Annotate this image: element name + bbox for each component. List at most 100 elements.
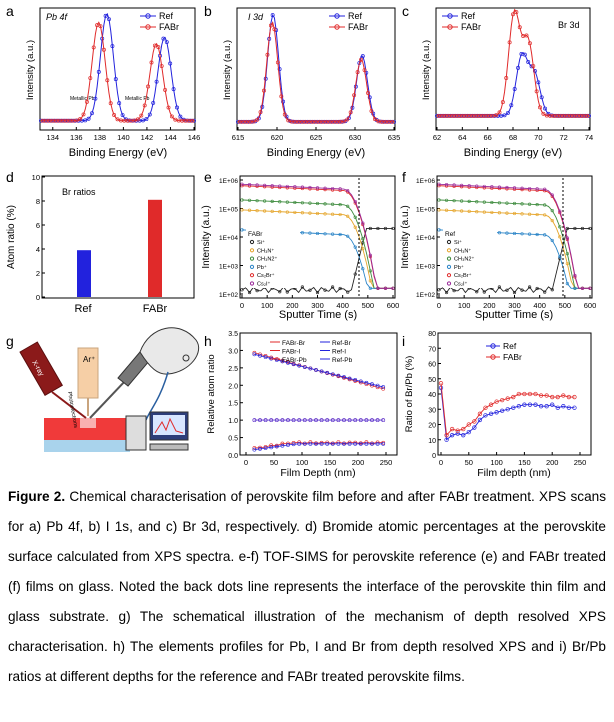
panel-d-label: Br ratios [62,187,96,197]
depth-profile-point [286,360,290,365]
h-legend-label: Ref-Pb [332,357,353,364]
sims-point [255,183,259,187]
panel-f-xticks: 0 100 200 300 400 500 600 [437,295,596,310]
ratio-point [477,411,483,416]
ratio-point [527,391,533,397]
panel-a-letter: a [6,3,14,19]
panel-h: h 0.0 0.5 1.0 1.5 2.0 2.5 3.0 3.5 0 50 100 150 200 2… [204,331,398,478]
x-tick-label: 150 [324,458,337,467]
sims-line [438,209,590,289]
panel-a-annotation-1: Metallic Pb [70,96,95,102]
ratio-point [461,426,466,432]
sims-point [460,183,464,187]
sims-point [338,232,342,237]
y-tick-label: 1E+03 [219,264,238,271]
sims-point [338,202,342,207]
panel-i-legend: Ref FABr [486,341,522,362]
depth-profile-point [291,418,296,423]
x-tick-label: 100 [296,458,309,467]
sims-point [308,185,312,190]
sims-point [278,290,282,294]
panel-f-legend: Ref Si⁺CH₃N⁺ CH₃N2⁺Pb⁺Cs₂Br⁺ Cs₂I⁺ [443,226,497,288]
depth-profile-point [381,385,386,389]
depth-profile-point [258,446,262,451]
sims-point [460,209,464,213]
x-tick-label: 0 [437,301,441,310]
spectrum-point [163,87,168,92]
spectrum-point [258,110,263,115]
sims-point [308,211,312,215]
sims-point [467,199,471,203]
spectrum-point [516,65,521,70]
panel-f-xlabel: Sputter Time (s) [475,309,553,321]
x-tick-label: 600 [387,301,400,310]
spectrum-point [171,87,176,92]
sims-point [323,202,327,206]
h-legend-label: Ref-I [332,349,346,356]
sims-point [240,198,244,202]
panel-c-legend: Ref FABr [442,11,481,32]
depth-profile-point [308,366,313,371]
panel-b-curves [236,13,396,124]
spectrum-point [390,119,395,124]
ratio-point [488,402,494,407]
sims-point [543,233,547,237]
depth-profile-point [314,441,318,446]
sims-point [565,236,569,240]
sims-point [278,200,282,204]
panel-b-xticks: 615 620 625 630 635 [232,127,400,142]
depth-profile-point [280,359,285,364]
sims-point [543,290,547,294]
spectrum-point [103,13,108,18]
sims-point [240,182,244,186]
spectrum-point [161,36,166,41]
panel-b-ylabel: Intensity (a.u.) [222,40,233,100]
panel-a-legend: Ref FABr [140,11,179,32]
spectrum-point [494,113,499,118]
spectrum-point [522,52,527,57]
spectrum-point [534,89,539,94]
sims-point [444,198,449,202]
spectrum-line-ref [437,51,589,117]
depth-profile-point [252,418,257,423]
sims-legend-label: CH₃N⁺ [454,247,471,254]
depth-profile-point [302,365,307,370]
spectrum-point [96,69,101,74]
sims-legend-marker [446,256,452,261]
spectrum-point [255,117,260,122]
sims-point [278,184,282,188]
ratio-point [566,394,572,400]
sims-legend-marker [446,248,452,253]
panel-h-ylabel: Relative atom ratio [206,354,217,433]
panel-d-bars [77,199,162,297]
ratio-line-fabr [440,383,575,437]
ratio-point [561,393,566,398]
y-tick-label: 50 [428,377,436,384]
ratio-point [444,433,449,438]
panel-d-category-fabr: FABr [143,303,168,315]
sims-point [315,201,320,206]
sims-legend-marker [249,248,255,253]
spectrum-point [348,110,353,115]
spectrum-point [105,78,110,83]
sims-point [263,209,267,213]
spectrum-point [146,84,151,89]
ratio-point [566,405,572,410]
depth-profile-point [263,445,268,449]
sims-line [438,227,590,294]
depth-profile-point [358,379,363,384]
panel-a-annotation-2: Metallic Pb [125,96,150,102]
panel-a-curves [39,12,196,123]
panel-a-legend-ref: Ref [159,11,174,21]
y-tick-label: 2.5 [228,366,238,373]
spectrum-point [279,94,284,99]
x-tick-label: 66 [483,133,491,142]
spectrum-point [142,103,147,108]
sims-point [520,186,524,190]
sims-line [241,209,393,289]
sims-point [535,212,539,217]
sims-point [505,185,509,190]
y-tick-label: 0 [432,453,436,460]
photoelectron-beam [89,379,127,419]
sims-legend-label: Cs₂Br⁺ [257,272,275,279]
